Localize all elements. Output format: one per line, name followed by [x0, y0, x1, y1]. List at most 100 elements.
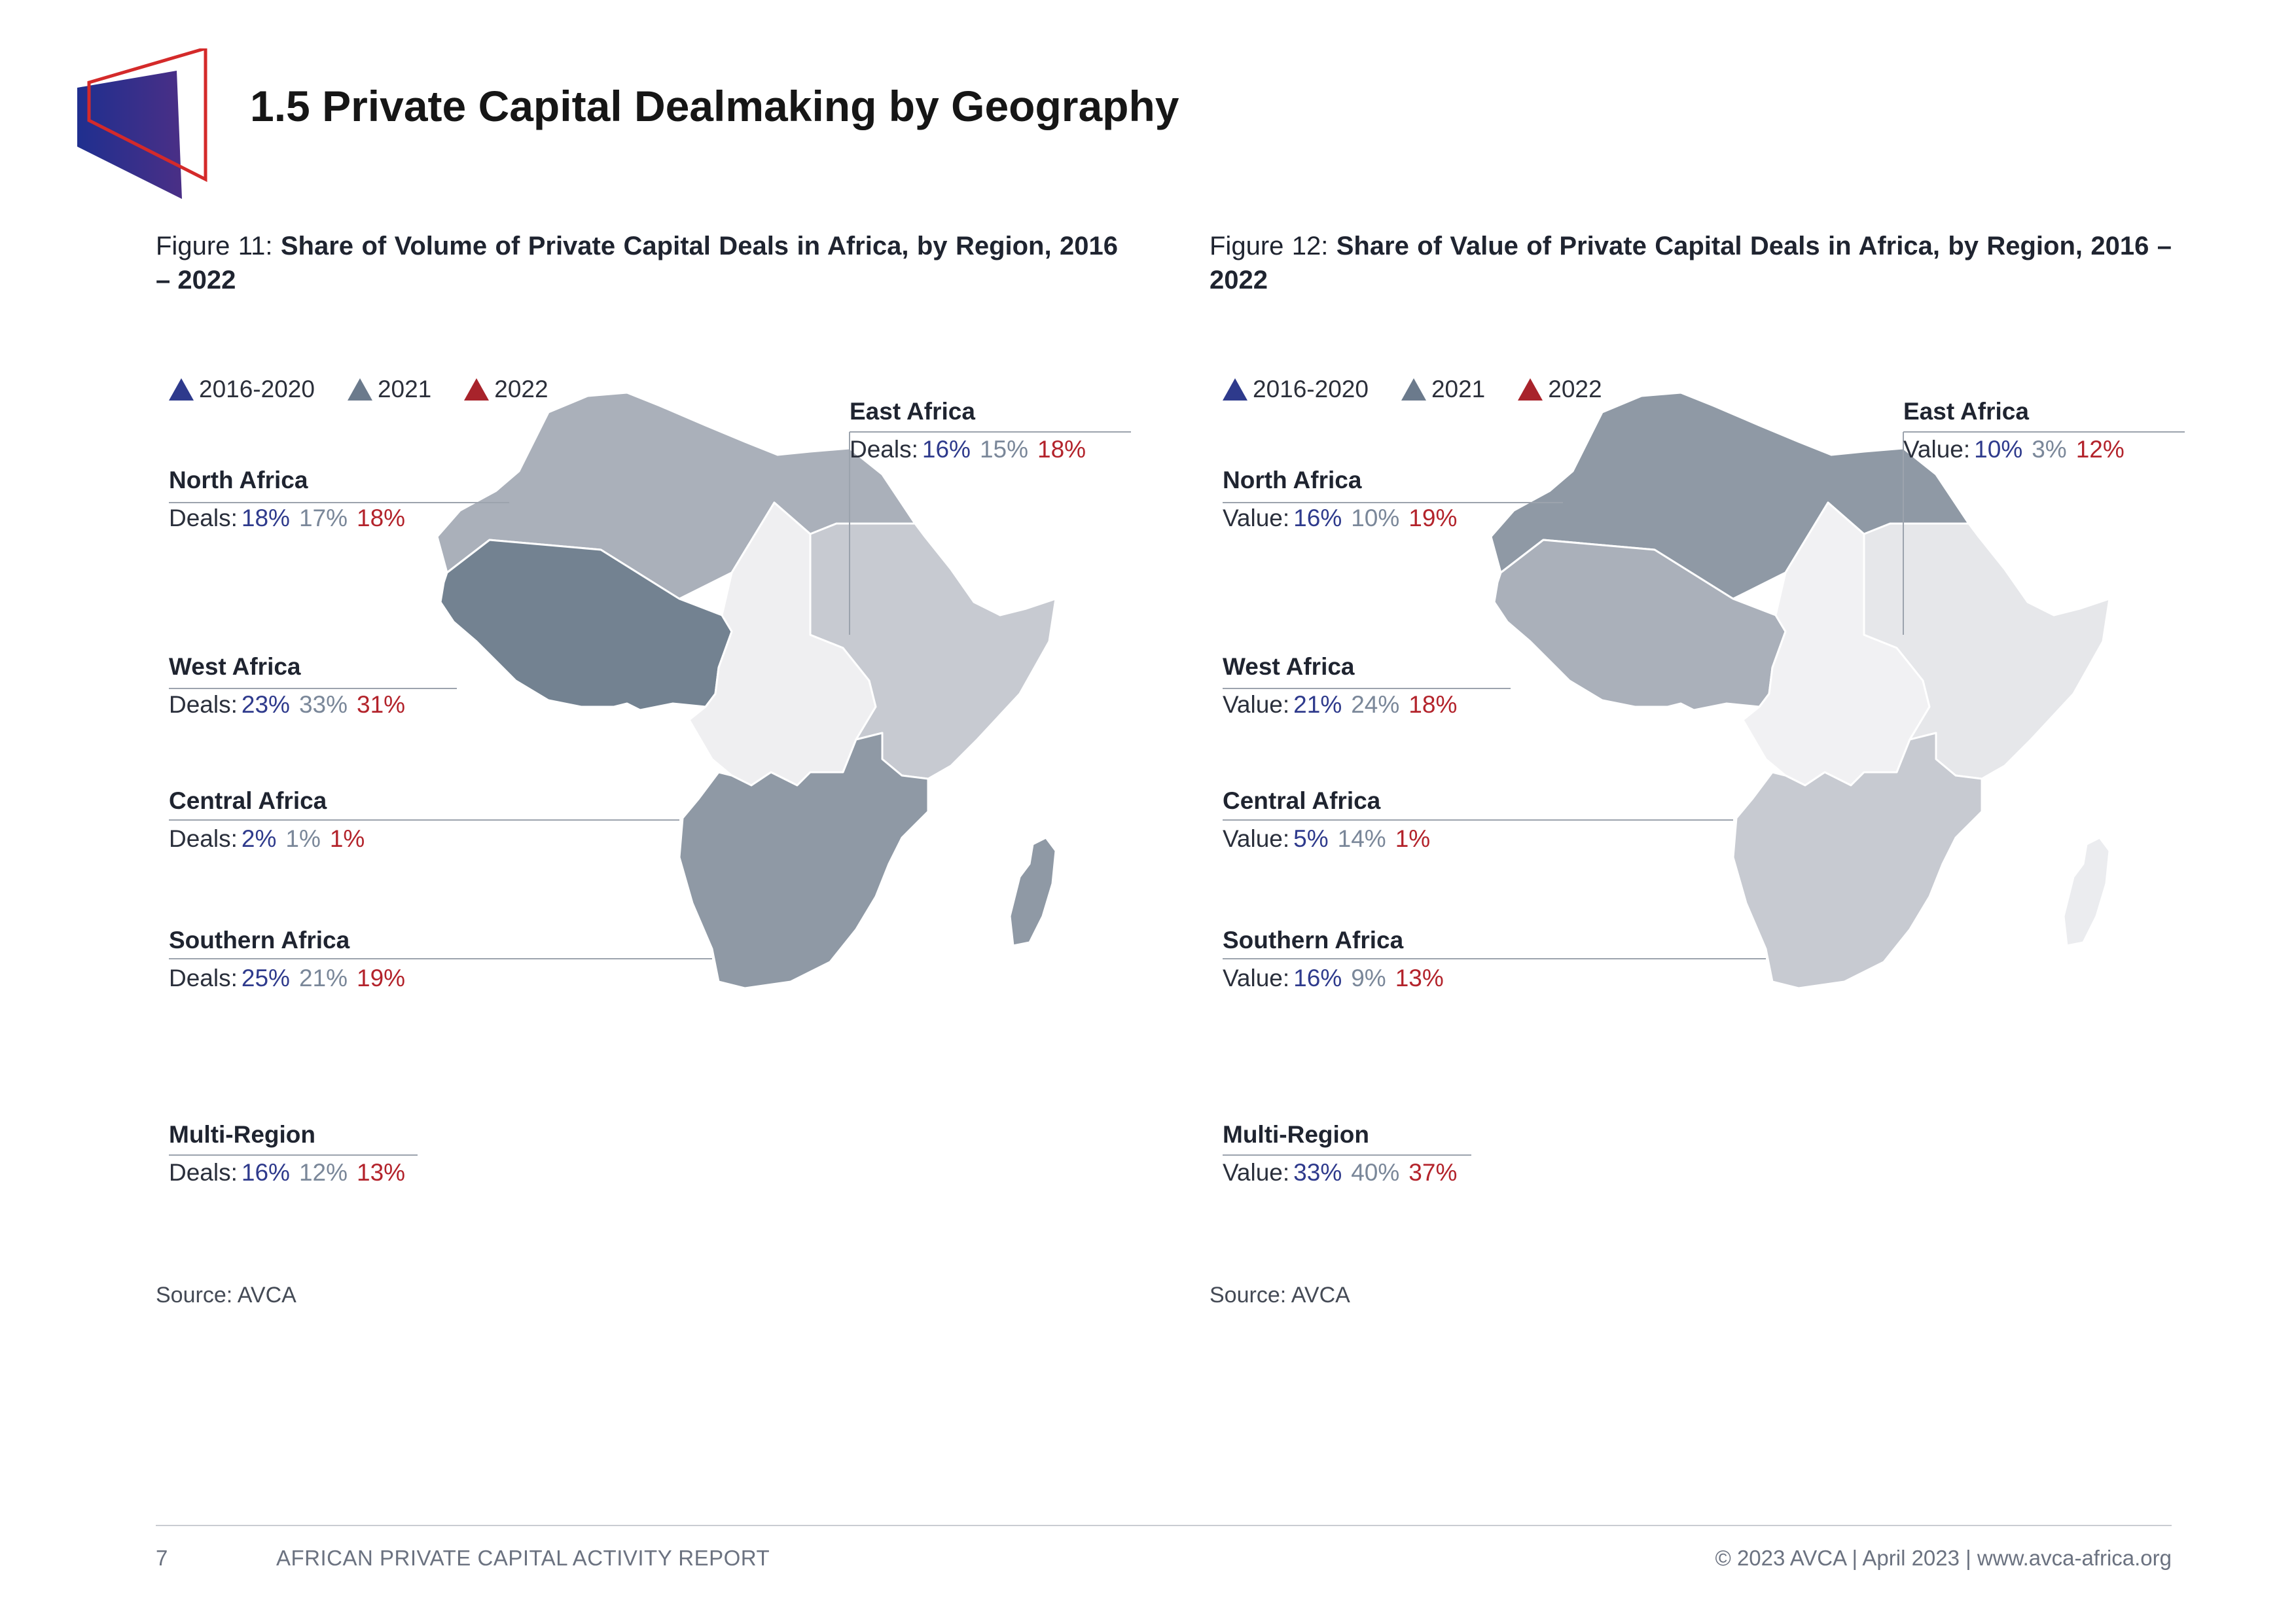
footer-page-number: 7: [156, 1546, 168, 1570]
map-region-southern: [1732, 732, 1983, 990]
region-values: Value: 10% 3% 12%: [1903, 434, 2125, 465]
legend-item: 2021: [347, 376, 432, 403]
value-2021: 12%: [298, 1159, 348, 1186]
metric-label: Value:: [1903, 436, 1971, 463]
region-name: West Africa: [1223, 653, 1355, 680]
value-2016-2020: 33%: [1293, 1159, 1342, 1186]
value-2022: 18%: [1408, 691, 1458, 718]
map-region-madagascar: [2062, 836, 2111, 947]
map-region-southern: [678, 732, 929, 990]
region-label-north: North Africa Deals: 18% 17% 18%: [169, 465, 405, 534]
region-label-west: West Africa Value: 21% 24% 18%: [1223, 651, 1457, 721]
region-label-west: West Africa Deals: 23% 33% 31%: [169, 651, 405, 721]
metric-label: Value:: [1223, 965, 1290, 991]
figure-12-source: Source: AVCA: [1210, 1283, 1350, 1308]
value-2022: 37%: [1408, 1159, 1458, 1186]
value-2016-2020: 23%: [241, 691, 290, 718]
period-legend: 2016-2020 2021 2022: [1223, 373, 1635, 406]
page-title: 1.5 Private Capital Dealmaking by Geogra…: [250, 82, 1179, 130]
triangle-marker-icon: [1401, 378, 1426, 401]
map-region-east: [1863, 522, 2111, 780]
figure-11-caption: Figure 11: Share of Volume of Private Ca…: [156, 229, 1118, 297]
triangle-marker-icon: [347, 378, 372, 401]
value-2022: 18%: [357, 505, 406, 531]
value-2021: 40%: [1351, 1159, 1400, 1186]
value-2022: 12%: [2075, 436, 2125, 463]
region-name: Multi-Region: [1223, 1121, 1370, 1148]
region-values: Value: 21% 24% 18%: [1223, 689, 1457, 721]
value-2016-2020: 18%: [241, 505, 290, 531]
triangle-marker-icon: [169, 378, 194, 401]
value-2022: 1%: [1395, 825, 1431, 852]
value-2021: 24%: [1351, 691, 1400, 718]
footer-report-title: AFRICAN PRIVATE CAPITAL ACTIVITY REPORT: [276, 1546, 770, 1570]
value-2021: 21%: [298, 965, 348, 991]
region-label-east: East Africa Value: 10% 3% 12%: [1903, 396, 2125, 465]
value-2021: 17%: [298, 505, 348, 531]
legend-item: 2022: [1518, 376, 1602, 403]
legend-label: 2022: [494, 376, 548, 402]
metric-label: Deals:: [169, 505, 238, 531]
metric-label: Value:: [1223, 1159, 1290, 1186]
value-2022: 19%: [1408, 505, 1458, 531]
legend-label: 2021: [377, 376, 432, 402]
value-2016-2020: 10%: [1974, 436, 2023, 463]
legend-item: 2016-2020: [1223, 376, 1369, 403]
footer-copyright: © 2023 AVCA | April 2023 | www.avca-afri…: [1715, 1546, 2172, 1570]
africa-region-map: [169, 391, 1131, 1156]
legend-label: 2021: [1431, 376, 1486, 402]
region-values: Deals: 16% 12% 13%: [169, 1157, 405, 1188]
region-name: Southern Africa: [1223, 927, 1404, 954]
legend-label: 2022: [1548, 376, 1602, 402]
region-label-southern: Southern Africa Value: 16% 9% 13%: [1223, 925, 1444, 994]
figure-12-caption: Figure 12: Share of Value of Private Cap…: [1210, 229, 2172, 297]
metric-label: Deals:: [169, 825, 238, 852]
region-name: East Africa: [850, 398, 975, 425]
metric-label: Value:: [1223, 825, 1290, 852]
period-legend: 2016-2020 2021 2022: [169, 373, 581, 406]
value-2016-2020: 2%: [241, 825, 277, 852]
value-2016-2020: 5%: [1293, 825, 1329, 852]
legend-item: 2021: [1401, 376, 1485, 403]
region-values: Deals: 16% 15% 18%: [850, 434, 1086, 465]
value-2021: 33%: [298, 691, 348, 718]
legend-item: 2022: [464, 376, 548, 403]
region-name: Multi-Region: [169, 1121, 316, 1148]
region-name: North Africa: [169, 467, 308, 493]
value-2016-2020: 16%: [241, 1159, 290, 1186]
region-label-multi: Multi-Region Value: 33% 40% 37%: [1223, 1119, 1457, 1188]
region-name: West Africa: [169, 653, 301, 680]
figure-12-panel: 2016-2020 2021 2022 North Africa Value: 16% 10…: [1210, 340, 2185, 1217]
footer-divider: [156, 1525, 2172, 1526]
value-2022: 31%: [357, 691, 406, 718]
value-2016-2020: 16%: [1293, 965, 1342, 991]
region-name: Central Africa: [169, 787, 327, 814]
region-label-southern: Southern Africa Deals: 25% 21% 19%: [169, 925, 405, 994]
value-2016-2020: 16%: [1293, 505, 1342, 531]
figure-11-number: Figure 11:: [156, 232, 281, 260]
region-name: Southern Africa: [169, 927, 350, 954]
region-label-central: Central Africa Deals: 2% 1% 1%: [169, 785, 365, 855]
region-label-east: East Africa Deals: 16% 15% 18%: [850, 396, 1086, 465]
legend-label: 2016-2020: [1253, 376, 1369, 402]
value-2016-2020: 21%: [1293, 691, 1342, 718]
region-values: Value: 16% 9% 13%: [1223, 963, 1444, 994]
region-name: Central Africa: [1223, 787, 1381, 814]
figure-12-number: Figure 12:: [1210, 232, 1336, 260]
region-label-central: Central Africa Value: 5% 14% 1%: [1223, 785, 1430, 855]
value-2022: 1%: [329, 825, 365, 852]
region-values: Deals: 18% 17% 18%: [169, 503, 405, 534]
metric-label: Deals:: [169, 965, 238, 991]
value-2016-2020: 16%: [922, 436, 971, 463]
region-values: Value: 16% 10% 19%: [1223, 503, 1457, 534]
value-2022: 19%: [357, 965, 406, 991]
region-label-north: North Africa Value: 16% 10% 19%: [1223, 465, 1457, 534]
value-2022: 13%: [357, 1159, 406, 1186]
region-values: Value: 33% 40% 37%: [1223, 1157, 1457, 1188]
africa-region-map: [1223, 391, 2185, 1156]
region-label-multi: Multi-Region Deals: 16% 12% 13%: [169, 1119, 405, 1188]
region-name: North Africa: [1223, 467, 1362, 493]
metric-label: Value:: [1223, 691, 1290, 718]
value-2021: 9%: [1351, 965, 1386, 991]
legend-item: 2016-2020: [169, 376, 315, 403]
